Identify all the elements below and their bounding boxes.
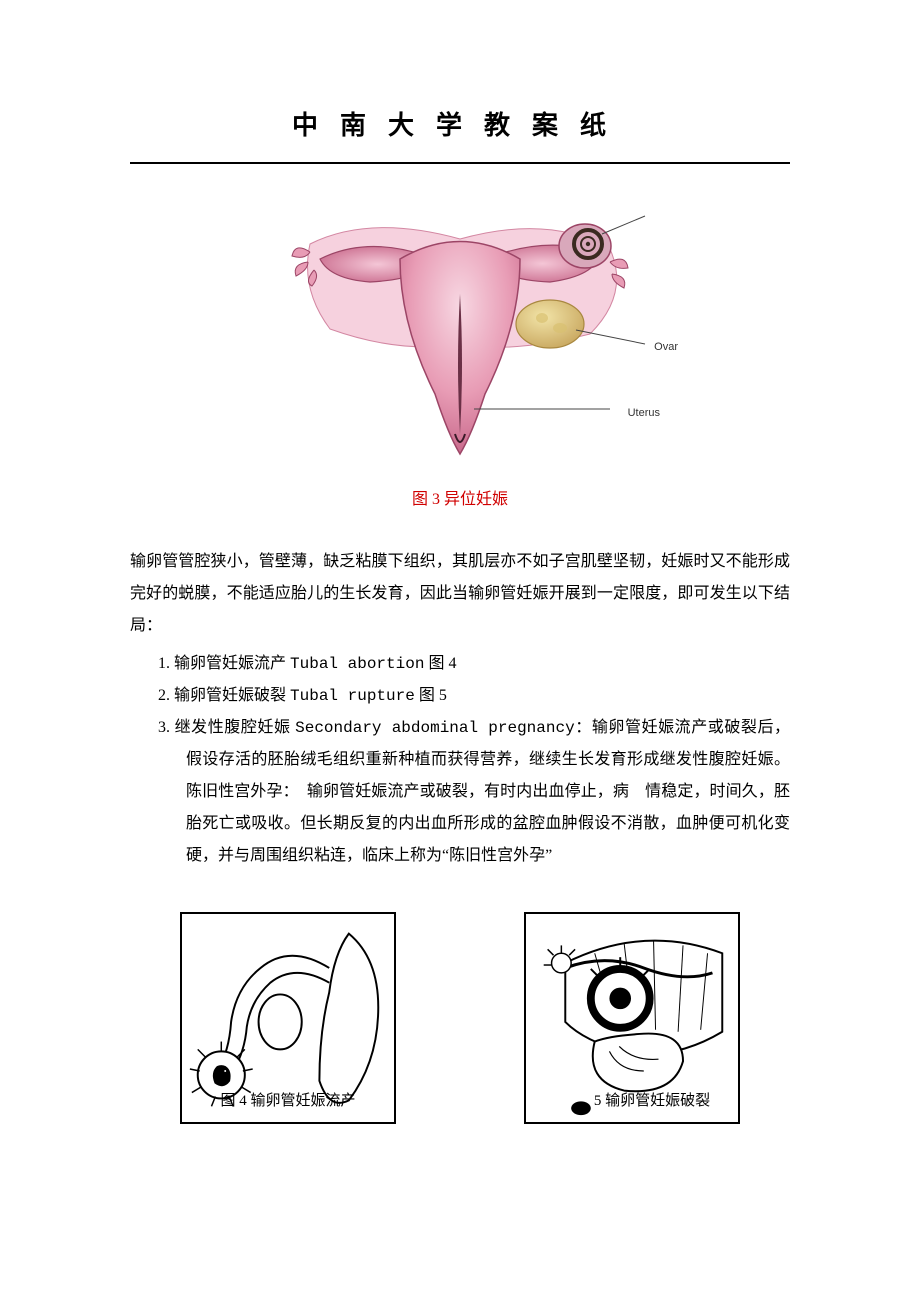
figure-3-svg [250, 204, 670, 464]
list-item: 3. 继发性腹腔妊娠 Secondary abdominal pregnancy… [158, 712, 790, 872]
item-cn: 输卵管妊娠破裂 [174, 687, 286, 704]
item-cn: 输卵管妊娠流产 [174, 655, 286, 672]
item-num: 1. [158, 655, 170, 672]
bottom-figures-row: 图 4 输卵管妊娠流产 [130, 912, 790, 1124]
label-ovary: Ovar [654, 336, 678, 358]
item-cn: 继发性腹腔妊娠 [175, 719, 291, 736]
item-en: Tubal rupture [290, 687, 415, 705]
list-item: 1. 输卵管妊娠流产 Tubal abortion 图 4 [158, 648, 790, 680]
list-item: 2. 输卵管妊娠破裂 Tubal rupture 图 5 [158, 680, 790, 712]
item-suffix: 图 5 [415, 687, 447, 704]
item-suffix: 图 4 [424, 655, 456, 672]
item-en: Secondary abdominal pregnancy [295, 719, 575, 737]
figure-4-caption: 图 4 输卵管妊娠流产 [182, 1086, 394, 1116]
ovary-shape [516, 300, 584, 348]
figure-5-caption: 5 输卵管妊娠破裂 [526, 1086, 738, 1116]
page-header: 中南大学教案纸 [130, 100, 790, 164]
intro-paragraph: 输卵管管腔狭小，管壁薄，缺乏粘膜下组织，其肌层亦不如子宫肌壁坚韧，妊娠时又不能形… [130, 546, 790, 642]
item-rest: ：输卵管妊娠流产或破裂后，假设存活的胚胎绒毛组织重新种植而获得营养，继续生长发育… [186, 719, 790, 864]
outcomes-list: 1. 输卵管妊娠流产 Tubal abortion 图 4 2. 输卵管妊娠破裂… [158, 648, 790, 872]
figure-4-box: 图 4 输卵管妊娠流产 [180, 912, 396, 1124]
item-num: 3. [158, 719, 170, 736]
figure-3-caption: 图 3 异位妊娠 [130, 484, 790, 516]
item-en: Tubal abortion [290, 655, 424, 673]
item-num: 2. [158, 687, 170, 704]
figure-3-container: Ovar Uterus [250, 204, 670, 476]
figure-5-box: 5 输卵管妊娠破裂 [524, 912, 740, 1124]
ectopic-sac [559, 224, 611, 268]
label-uterus: Uterus [628, 402, 660, 424]
